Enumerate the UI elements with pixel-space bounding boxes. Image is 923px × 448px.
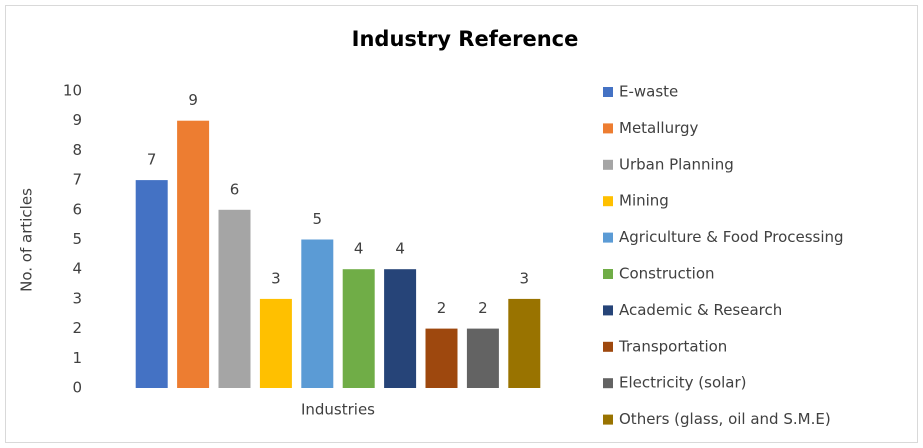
legend-label: Metallurgy — [619, 119, 699, 137]
y-tick-label: 1 — [72, 349, 82, 367]
x-axis-label: Industries — [301, 401, 375, 419]
legend-label: Transportation — [618, 337, 727, 355]
y-tick-label: 7 — [72, 171, 82, 189]
legend-label: Agriculture & Food Processing — [619, 228, 844, 246]
y-tick-label: 10 — [63, 82, 82, 100]
legend-label: Construction — [619, 265, 715, 283]
data-label: 3 — [520, 269, 530, 287]
data-label: 9 — [188, 91, 198, 109]
legend-swatch — [603, 232, 613, 243]
data-label: 4 — [354, 240, 364, 258]
bar — [384, 269, 417, 388]
bar — [508, 298, 541, 388]
bar — [177, 120, 210, 388]
legend-swatch — [603, 378, 613, 389]
y-tick-label: 4 — [72, 260, 82, 278]
data-label: 5 — [313, 210, 323, 228]
legend-label: E-waste — [619, 83, 678, 101]
legend-label: Urban Planning — [619, 155, 734, 173]
legend-swatch — [603, 305, 613, 316]
legend-swatch — [603, 123, 613, 134]
y-tick-label: 9 — [72, 111, 82, 129]
legend-label: Others (glass, oil and S.M.E) — [619, 410, 831, 428]
y-axis-label: No. of articles — [18, 188, 36, 292]
bar — [218, 209, 251, 388]
chart-title: Industry Reference — [352, 27, 579, 51]
legend-label: Academic & Research — [619, 301, 782, 319]
bar — [425, 328, 458, 388]
legend-swatch — [603, 159, 613, 170]
bar — [301, 239, 334, 388]
legend-label: Electricity (solar) — [619, 374, 747, 392]
data-label: 7 — [147, 151, 157, 169]
y-tick-label: 2 — [72, 319, 82, 337]
data-label: 3 — [271, 269, 281, 287]
y-tick-label: 6 — [72, 200, 82, 218]
y-tick-label: 5 — [72, 230, 82, 248]
bar — [342, 269, 375, 388]
legend-swatch — [603, 87, 613, 97]
legend-swatch — [603, 341, 613, 352]
data-label: 2 — [478, 299, 488, 317]
legend-swatch — [603, 269, 613, 279]
y-tick-label: 8 — [72, 141, 82, 159]
y-tick-label: 0 — [72, 379, 82, 397]
data-label: 4 — [395, 240, 405, 258]
legend-swatch — [603, 196, 613, 207]
data-label: 2 — [437, 299, 447, 317]
legend-label: Mining — [619, 192, 669, 210]
bar — [259, 298, 292, 388]
legend-swatch — [603, 414, 613, 425]
y-tick-label: 3 — [72, 289, 82, 307]
bar — [135, 180, 168, 388]
bar — [466, 328, 499, 388]
data-label: 6 — [230, 180, 240, 198]
